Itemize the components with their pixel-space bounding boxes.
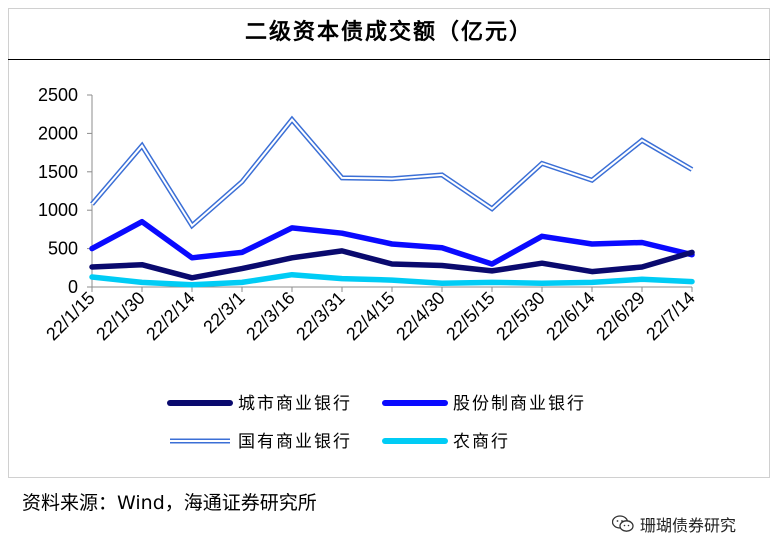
legend-item: 城市商业银行 — [167, 394, 352, 414]
x-tick-label: 22/3/16 — [242, 288, 299, 345]
y-tick-label: 1500 — [38, 162, 78, 182]
x-tick-label: 22/7/14 — [642, 288, 699, 345]
x-tick-label: 22/5/15 — [442, 288, 499, 345]
y-tick-label: 0 — [68, 277, 78, 297]
series-layer — [89, 115, 695, 288]
watermark: 珊瑚债券研究 — [612, 512, 736, 536]
series-line-inner — [91, 118, 693, 228]
legend-label: 农商行 — [453, 432, 510, 452]
y-tick-label: 500 — [48, 239, 78, 259]
x-tick-label: 22/2/14 — [142, 288, 199, 345]
legend-item: 农商行 — [382, 432, 510, 452]
x-tick-label: 22/1/30 — [92, 288, 149, 345]
y-axis: 0 500 1000 1500 2000 2500 — [38, 85, 93, 297]
y-tick-label: 2000 — [38, 123, 78, 143]
chart-frame — [8, 8, 770, 478]
watermark-text: 珊瑚债券研究 — [640, 516, 737, 535]
x-tick-label: 22/4/15 — [342, 288, 399, 345]
series-line — [89, 271, 695, 288]
legend-label: 国有商业银行 — [238, 432, 352, 452]
series-line — [89, 218, 695, 267]
legend-label: 股份制商业银行 — [453, 394, 586, 414]
wechat-icon — [612, 515, 634, 532]
x-tick-label: 22/3/31 — [292, 288, 349, 345]
x-tick-label: 22/4/30 — [392, 288, 449, 345]
line-chart: 0 500 1000 1500 2000 2500 22/1/1522/1/3022/2/… — [38, 85, 699, 452]
series-line — [89, 248, 695, 281]
source-note: 资料来源：Wind，海通证券研究所 — [22, 492, 317, 514]
y-tick-label: 2500 — [38, 85, 78, 105]
x-tick-label: 22/6/14 — [542, 288, 599, 345]
chart-title: 二级资本债成交额（亿元） — [8, 8, 770, 60]
y-tick-label: 1000 — [38, 200, 78, 220]
legend-item: 国有商业银行 — [170, 432, 352, 452]
legend-label: 城市商业银行 — [238, 394, 352, 414]
x-tick-label: 22/5/30 — [492, 288, 549, 345]
legend-item: 股份制商业银行 — [382, 394, 586, 414]
x-tick-label: 22/6/29 — [592, 288, 649, 345]
